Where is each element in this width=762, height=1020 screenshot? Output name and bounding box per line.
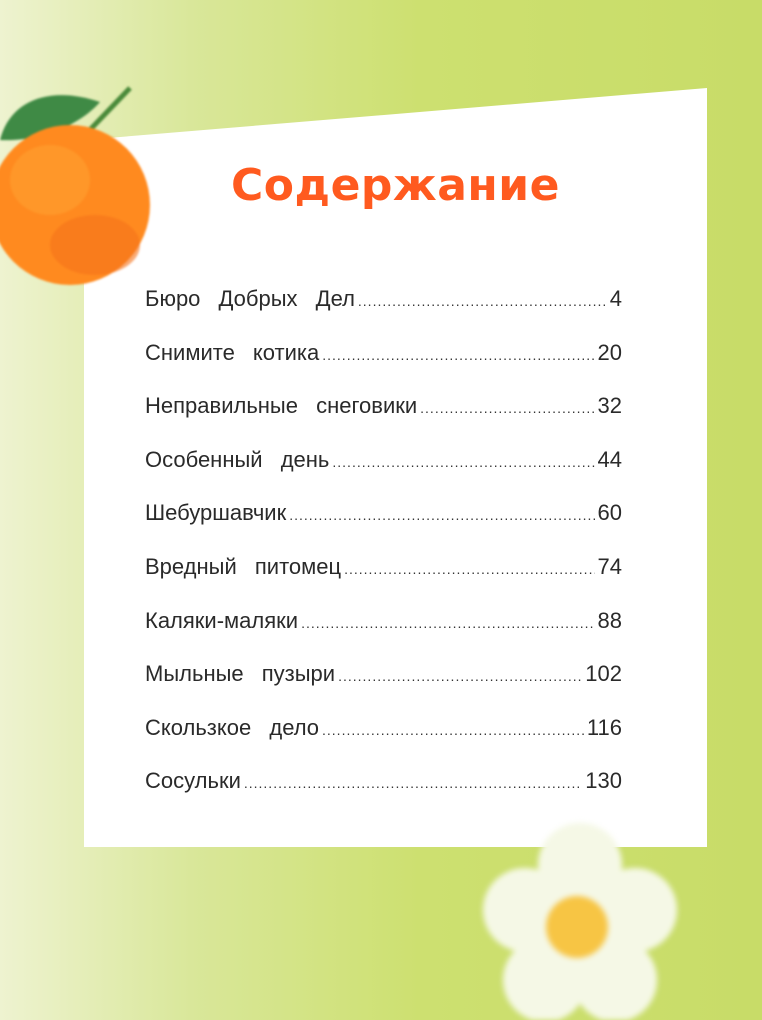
dot-leader: [358, 293, 607, 309]
toc-entry[interactable]: Скользкое дело 116: [145, 715, 622, 769]
toc-entry-title: Вредный питомец: [145, 553, 342, 579]
toc-entry-page: 102: [585, 661, 622, 687]
toc-entry-title: Мыльные пузыри: [145, 661, 336, 687]
toc-entry-title: Особенный день: [145, 446, 330, 472]
dot-leader: [322, 347, 594, 363]
toc-entry-page: 116: [586, 714, 622, 740]
dot-leader: [420, 400, 594, 416]
toc-entry[interactable]: Шебуршавчик 60: [145, 500, 622, 554]
toc-entry[interactable]: Неправильные снеговики 32: [145, 393, 622, 447]
toc-entry-title: Каляки-маляки: [145, 607, 299, 633]
daisy-flower-icon: [483, 823, 677, 1020]
toc-entry-page: 44: [597, 446, 622, 472]
toc-entry-page: 88: [597, 607, 622, 633]
dot-leader: [338, 668, 582, 684]
toc-entry-page: 74: [597, 553, 622, 579]
toc-entry-title: Неправильные снеговики: [145, 393, 418, 419]
page-title: Содержание: [231, 160, 560, 211]
toc-entry-title: Бюро Добрых Дел: [145, 286, 355, 311]
dot-leader: [322, 722, 584, 738]
toc-entry-page: 20: [597, 339, 622, 365]
toc-entry-page: 32: [597, 393, 622, 419]
dot-leader: [332, 454, 594, 470]
dot-leader: [244, 775, 582, 791]
toc-entry-title: Сосульки: [145, 768, 241, 794]
toc-entry-title: Скользкое дело: [145, 714, 320, 740]
dot-leader: [289, 507, 594, 523]
table-of-contents: Бюро Добрых Дел 4 Снимите котика 20 Неправ…: [145, 286, 622, 822]
toc-entry[interactable]: Бюро Добрых Дел 4: [145, 286, 622, 340]
toc-entry[interactable]: Каляки-маляки 88: [145, 608, 622, 662]
toc-entry-page: 130: [585, 768, 622, 794]
toc-entry[interactable]: Вредный питомец 74: [145, 554, 622, 608]
dot-leader: [344, 561, 594, 577]
orange-fruit-icon: [0, 86, 150, 285]
toc-entry-title: Шебуршавчик: [145, 500, 287, 526]
toc-entry[interactable]: Особенный день 44: [145, 447, 622, 501]
toc-entry[interactable]: Мыльные пузыри 102: [145, 661, 622, 715]
toc-entry-page: 60: [597, 500, 622, 526]
toc-entry[interactable]: Сосульки 130: [145, 768, 622, 822]
dot-leader: [301, 615, 594, 631]
toc-entry[interactable]: Снимите котика 20: [145, 340, 622, 394]
toc-entry-page: 4: [609, 286, 622, 311]
toc-entry-title: Снимите котика: [145, 339, 320, 365]
